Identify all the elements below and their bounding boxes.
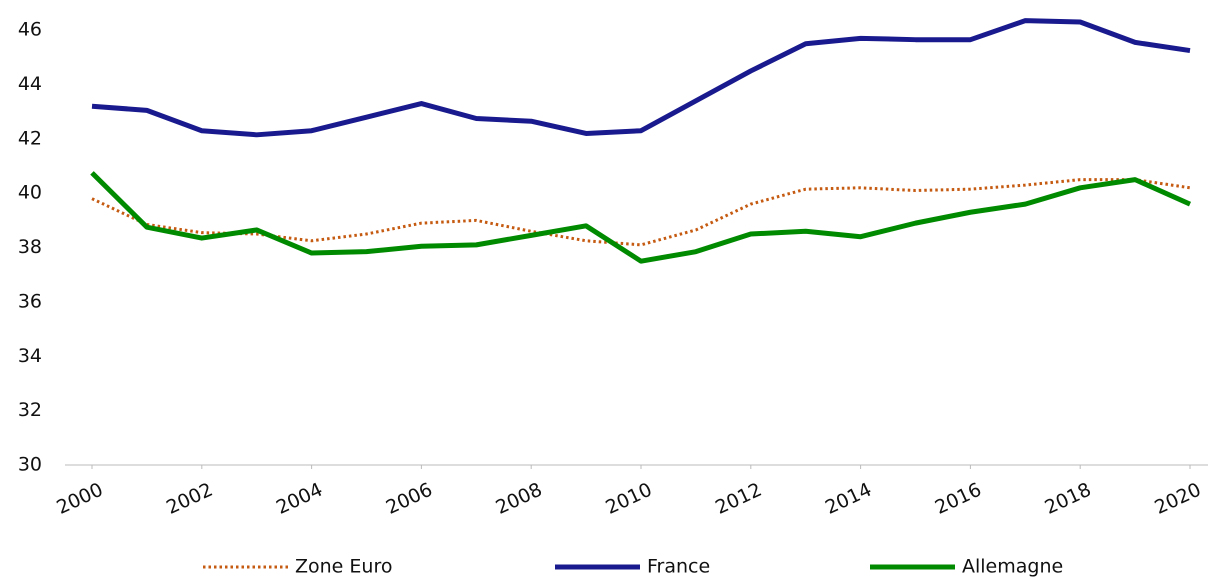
y-tick-label: 36 (18, 290, 42, 312)
y-tick-label: 42 (18, 127, 42, 149)
y-tick-label: 44 (18, 73, 42, 95)
legend-label: Zone Euro (295, 556, 392, 578)
x-tick-label: 2002 (163, 479, 216, 519)
x-tick-label: 2012 (712, 479, 765, 519)
y-tick-label: 46 (18, 19, 42, 41)
x-tick-label: 2010 (602, 479, 655, 519)
legend-label: Allemagne (962, 556, 1063, 578)
y-tick-label: 30 (18, 454, 42, 476)
y-tick-label: 38 (18, 236, 42, 258)
x-tick-label: 2008 (493, 479, 546, 519)
y-tick-label: 34 (18, 345, 42, 367)
x-tick-label: 2014 (822, 479, 875, 519)
x-tick-label: 2006 (383, 479, 436, 519)
x-tick-label: 2000 (53, 479, 106, 519)
legend-label: France (647, 556, 710, 578)
x-tick-label: 2004 (273, 479, 326, 519)
series-line (91, 178, 1191, 247)
y-tick-label: 32 (18, 399, 42, 421)
y-tick-label: 40 (18, 182, 42, 204)
x-tick-label: 2018 (1042, 479, 1095, 519)
x-tick-label: 2020 (1151, 479, 1204, 519)
series-line (91, 18, 1191, 138)
series-line (90, 171, 1192, 264)
x-tick-label: 2016 (932, 479, 985, 519)
